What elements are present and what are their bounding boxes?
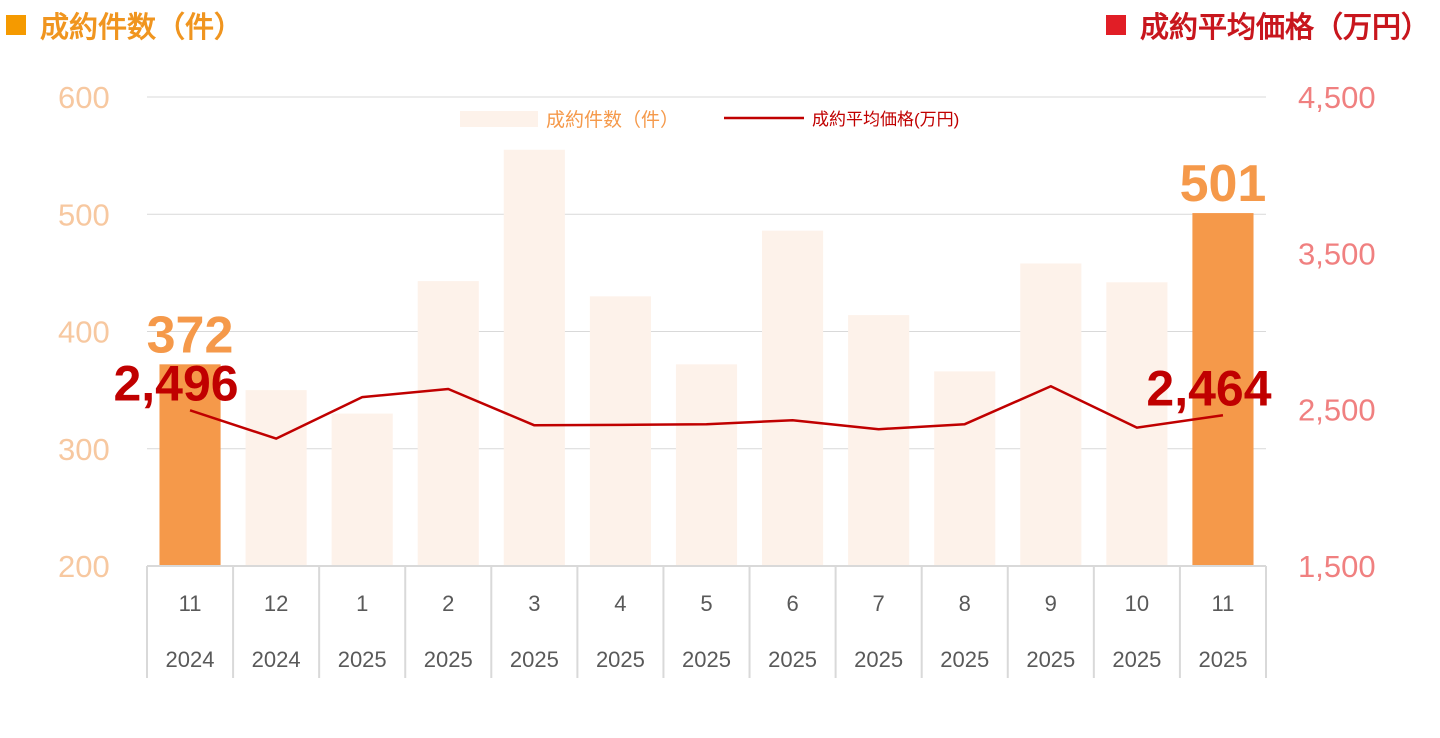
legend-bar-label: 成約件数（件）	[546, 109, 679, 131]
bar	[762, 230, 824, 567]
legend-bar-swatch	[460, 111, 538, 127]
x-axis-month-label: 9	[1045, 591, 1057, 616]
x-axis-year-label: 2025	[682, 647, 731, 672]
x-axis-month-label: 7	[873, 591, 885, 616]
x-axis-month-label: 3	[528, 591, 540, 616]
x-axis-month-label: 12	[264, 591, 288, 616]
x-axis-month-label: 1	[356, 591, 368, 616]
x-axis-year-label: 2025	[424, 647, 473, 672]
x-axis-year-label: 2025	[940, 647, 989, 672]
x-axis-month-label: 5	[700, 591, 712, 616]
x-axis-year-label: 2025	[1112, 647, 1161, 672]
line-data-label: 2,464	[1146, 360, 1271, 416]
x-axis-month-label: 10	[1125, 591, 1149, 616]
bar	[1192, 213, 1254, 566]
bar-data-label: 372	[147, 306, 234, 364]
price-line	[189, 384, 1224, 440]
right-axis-title-text: 成約平均価格（万円）	[1139, 10, 1430, 44]
bar	[675, 364, 738, 566]
legend-line-label: 成約平均価格(万円)	[812, 110, 959, 129]
x-axis-month-label: 4	[614, 591, 626, 616]
left-axis-tick-label: 400	[58, 315, 110, 350]
bar	[1020, 263, 1082, 566]
x-axis-month-label: 11	[179, 591, 202, 616]
x-axis-month-label: 6	[786, 591, 798, 616]
left-axis-tick-label: 500	[58, 197, 110, 232]
left-axis-tick-label: 600	[58, 80, 110, 115]
x-axis-month-label: 2	[442, 591, 454, 616]
x-axis-year-label: 2025	[596, 647, 645, 672]
left-axis-title-text: 成約件数（件）	[40, 10, 244, 44]
bar	[331, 413, 393, 566]
x-axis-year-label: 2025	[510, 647, 559, 672]
right-axis-title: 成約平均価格（万円）	[1105, 4, 1430, 46]
left-axis-tick-label: 300	[58, 432, 110, 467]
x-axis-year-label: 2025	[854, 647, 903, 672]
left-axis-title: 成約件数（件）	[6, 4, 243, 46]
right-axis-tick-label: 3,500	[1298, 236, 1376, 271]
bar	[417, 281, 479, 566]
x-axis-month-label: 11	[1212, 591, 1235, 616]
left-axis-tick-label: 200	[58, 549, 110, 584]
x-axis-year-label: 2024	[252, 647, 301, 672]
bar	[589, 296, 651, 566]
x-axis-year-label: 2025	[1198, 647, 1247, 672]
right-axis-tick-label: 2,500	[1298, 393, 1376, 428]
x-axis-year-label: 2025	[1026, 647, 1075, 672]
right-axis-tick-label: 4,500	[1298, 80, 1376, 115]
orange-square-icon	[6, 15, 26, 35]
bar-data-label: 501	[1180, 155, 1267, 213]
bar	[503, 149, 565, 566]
x-axis-year-label: 2025	[338, 647, 387, 672]
line-data-label: 2,496	[113, 355, 238, 411]
x-axis-year-label: 2024	[166, 647, 215, 672]
x-axis-year-label: 2025	[768, 647, 817, 672]
right-axis-tick-label: 1,500	[1298, 549, 1376, 584]
x-axis-month-label: 8	[959, 591, 971, 616]
bar	[848, 315, 910, 566]
bar	[934, 371, 996, 566]
bar	[245, 390, 307, 566]
red-square-icon	[1105, 15, 1126, 35]
bar	[159, 364, 221, 566]
